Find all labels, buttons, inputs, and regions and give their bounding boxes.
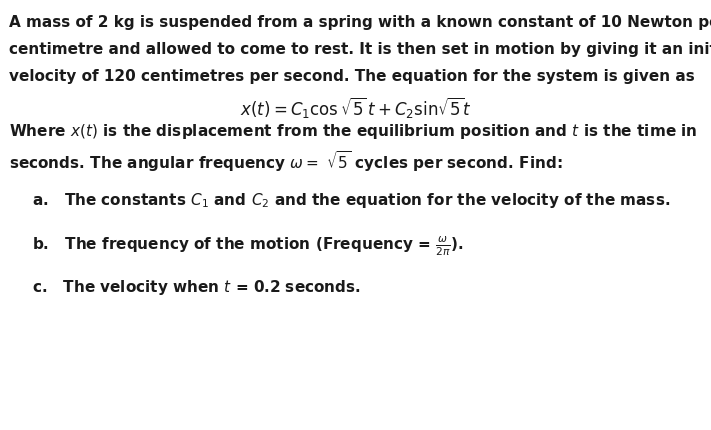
Text: seconds. The angular frequency $\omega =$ $\sqrt{5}$ cycles per second. Find:: seconds. The angular frequency $\omega =… (9, 148, 562, 173)
Text: a.   The constants $C_1$ and $C_2$ and the equation for the velocity of the mass: a. The constants $C_1$ and $C_2$ and the… (32, 191, 670, 210)
Text: centimetre and allowed to come to rest. It is then set in motion by giving it an: centimetre and allowed to come to rest. … (9, 42, 711, 57)
Text: b.   The frequency of the motion (Frequency = $\frac{\omega}{2\pi}$).: b. The frequency of the motion (Frequenc… (32, 233, 464, 257)
Text: $x(t) = C_1 \cos \sqrt{5}\,t + C_2\mathrm{sin}\sqrt{5}t$: $x(t) = C_1 \cos \sqrt{5}\,t + C_2\mathr… (240, 95, 471, 120)
Text: A mass of 2 kg is suspended from a spring with a known constant of 10 Newton per: A mass of 2 kg is suspended from a sprin… (9, 15, 711, 30)
Text: velocity of 120 centimetres per second. The equation for the system is given as: velocity of 120 centimetres per second. … (9, 68, 694, 83)
Text: Where $x(t)$ is the displacement from the equilibrium position and $t$ is the ti: Where $x(t)$ is the displacement from th… (9, 122, 697, 141)
Text: c.   The velocity when $t$ = 0.2 seconds.: c. The velocity when $t$ = 0.2 seconds. (32, 278, 361, 297)
